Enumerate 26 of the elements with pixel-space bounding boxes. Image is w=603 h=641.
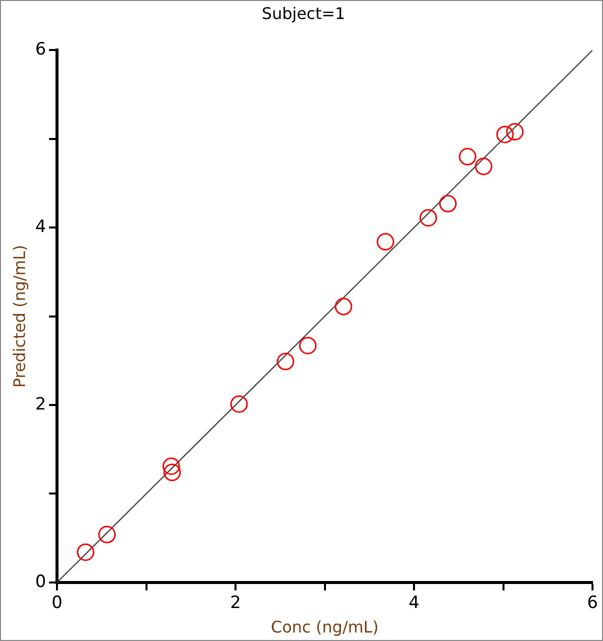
y-tick-label: 4 [35, 217, 46, 238]
y-tick-label: 0 [35, 572, 46, 592]
x-tick-label: 2 [230, 593, 241, 614]
point [334, 298, 352, 316]
point [162, 457, 180, 475]
x-tick-label: 0 [52, 593, 62, 614]
point [458, 148, 476, 166]
point [376, 233, 394, 251]
x-axis-title: Conc (ng/mL) [270, 618, 379, 637]
point [299, 336, 317, 354]
point [439, 194, 457, 212]
point [420, 209, 438, 227]
point [230, 395, 248, 413]
y-tick-label: 2 [35, 394, 46, 414]
y-axis-title: Predicted (ng/mL) [10, 244, 29, 388]
x-tick-label: 6 [587, 593, 598, 614]
y-tick-label: 6 [35, 40, 46, 60]
x-tick-label: 4 [408, 593, 420, 614]
point [76, 543, 94, 561]
point [496, 126, 514, 144]
point [474, 158, 492, 176]
point [276, 352, 294, 370]
chart-title: Subject=1 [262, 4, 346, 23]
point [506, 123, 524, 141]
point [98, 526, 116, 544]
point [163, 464, 181, 482]
